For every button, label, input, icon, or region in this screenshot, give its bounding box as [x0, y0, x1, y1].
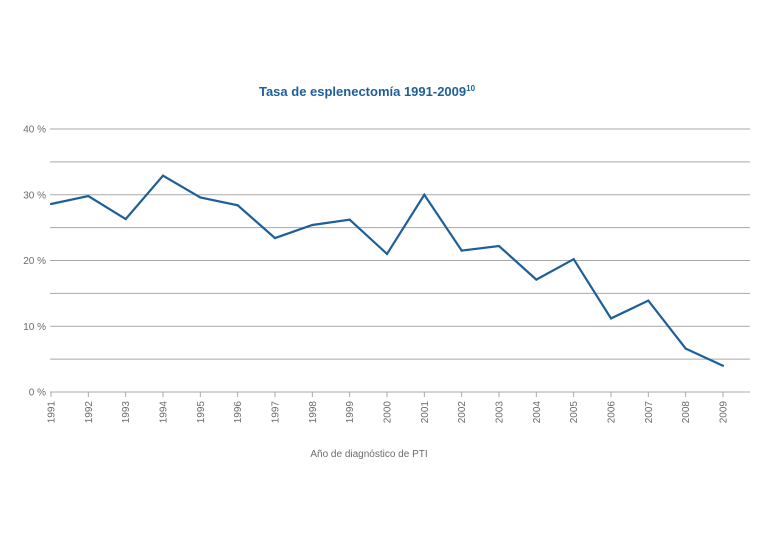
gridlines: [50, 128, 750, 393]
x-axis-ticks: 1991 1992 1993 1994 1995 1996 1997 1998 1999 2000…: [47, 392, 730, 423]
data-point-1991: [49, 202, 53, 206]
data-point-2009: [721, 364, 725, 367]
x-tick-label-2005: 2005: [569, 401, 580, 424]
x-tick-label-2006: 2006: [607, 401, 618, 424]
chart-title: Tasa de esplenectomía 1991-200910: [259, 84, 476, 99]
x-tick-label-2000: 2000: [383, 401, 394, 424]
data-point-1998: [311, 223, 314, 227]
x-tick-label-1997: 1997: [271, 401, 282, 424]
data-point-2000: [385, 252, 389, 256]
x-tick-label-1999: 1999: [345, 401, 356, 424]
data-point-2001: [423, 193, 426, 196]
y-tick-label-0: 0 %: [29, 388, 46, 399]
chart-title-text: Tasa de esplenectomía 1991-2009: [259, 84, 466, 99]
y-tick-label-20: 20 %: [23, 256, 46, 267]
x-tick-label-2004: 2004: [532, 401, 543, 424]
x-tick-label-2009: 2009: [719, 401, 730, 424]
data-point-1993: [124, 217, 127, 221]
data-point-2004: [535, 278, 538, 281]
data-point-2008: [684, 347, 687, 350]
x-tick-label-1994: 1994: [159, 401, 170, 424]
chart-title-superscript: 10: [466, 84, 475, 93]
x-tick-label-1992: 1992: [84, 401, 95, 424]
x-tick-label-2002: 2002: [457, 401, 468, 424]
data-point-2007: [647, 299, 650, 302]
data-point-1995: [199, 196, 202, 199]
data-point-1992: [87, 194, 90, 198]
data-point-2003: [497, 244, 501, 248]
series-layer: [49, 174, 725, 367]
data-point-1994: [161, 174, 165, 177]
data-point-2002: [460, 249, 463, 252]
y-tick-label-40: 40 %: [23, 125, 46, 136]
x-tick-label-2001: 2001: [420, 401, 431, 424]
data-point-1997: [273, 237, 277, 240]
x-tick-label-1995: 1995: [196, 401, 207, 424]
x-tick-label-1996: 1996: [233, 401, 244, 424]
y-tick-label-10: 10 %: [23, 322, 46, 333]
x-axis-label: Año de diagnóstico de PTI: [310, 449, 427, 460]
series-line-0: [50, 174, 724, 367]
y-tick-label-30: 30 %: [23, 190, 46, 201]
x-tick-label-1993: 1993: [121, 401, 132, 424]
x-tick-label-1998: 1998: [308, 401, 319, 424]
data-point-1999: [348, 218, 351, 221]
x-tick-label-1991: 1991: [47, 401, 58, 424]
x-tick-label-2008: 2008: [681, 401, 692, 424]
data-point-2005: [572, 258, 575, 261]
data-point-2006: [609, 317, 613, 320]
x-tick-label-2003: 2003: [495, 401, 506, 424]
data-point-1996: [236, 204, 239, 207]
x-tick-label-2007: 2007: [644, 401, 655, 424]
y-axis-ticks: 0 % 10 % 20 % 30 % 40 %: [23, 125, 46, 399]
